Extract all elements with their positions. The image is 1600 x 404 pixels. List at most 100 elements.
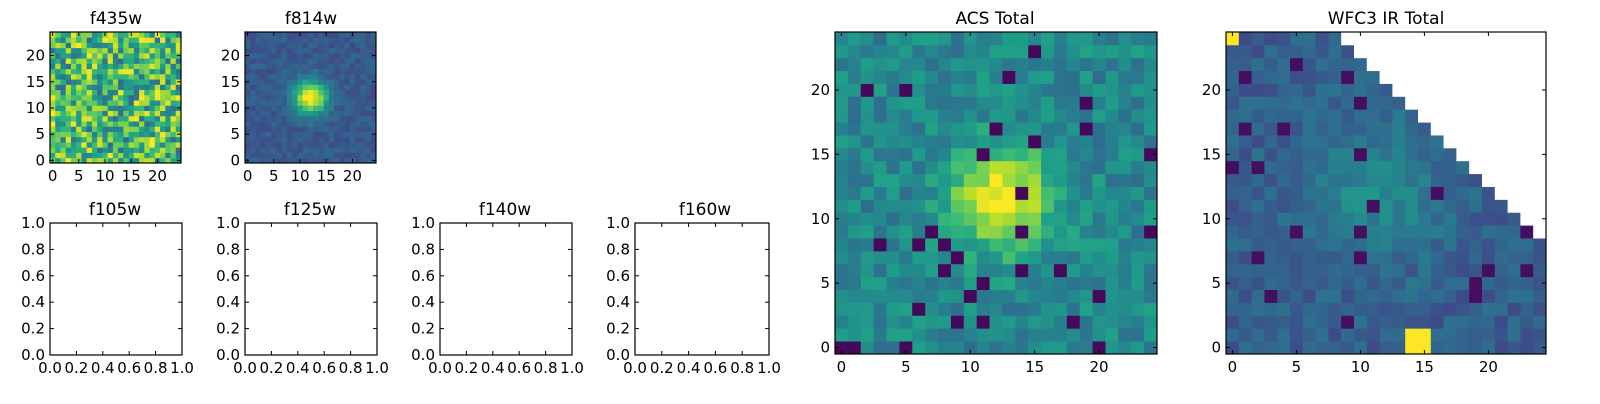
heatmap-cell	[1456, 225, 1470, 239]
heatmap-cell	[339, 94, 345, 101]
heatmap-cell	[118, 58, 124, 64]
heatmap-cell	[1430, 44, 1444, 59]
heatmap-cell	[1251, 328, 1265, 342]
heatmap-cell	[313, 37, 319, 43]
heatmap-cell	[328, 136, 335, 143]
heatmap-cell	[899, 96, 913, 110]
heatmap-cell	[963, 109, 978, 123]
heatmap-cell	[302, 157, 309, 164]
heatmap-cell	[1494, 302, 1508, 316]
heatmap-cell	[81, 47, 88, 54]
heatmap-cell	[1328, 57, 1342, 72]
heatmap-cell	[50, 84, 56, 91]
heatmap-cell	[50, 147, 56, 153]
heatmap-cell	[123, 73, 129, 80]
heatmap-cell	[76, 147, 82, 153]
heatmap-cell	[925, 70, 939, 84]
heatmap-cell	[65, 126, 72, 132]
heatmap-cell	[276, 68, 283, 75]
heatmap-cell	[1028, 328, 1042, 342]
heatmap-cell	[1430, 276, 1444, 290]
heatmap-cell	[1264, 289, 1278, 303]
heatmap-cell	[963, 276, 978, 290]
heatmap-cell	[81, 147, 88, 153]
heatmap-cell	[1315, 263, 1329, 278]
heatmap-cell	[102, 73, 109, 80]
heatmap-cell	[1507, 225, 1521, 239]
heatmap-cell	[1469, 160, 1483, 175]
heatmap-cell	[1328, 135, 1342, 149]
heatmap-cell	[334, 131, 340, 138]
heatmap-cell	[323, 115, 330, 122]
heatmap-cell	[128, 79, 135, 85]
heatmap-cell	[1118, 83, 1132, 97]
heatmap-cell	[899, 302, 913, 316]
heatmap-cell	[102, 37, 109, 43]
heatmap-cell	[313, 89, 319, 96]
heatmap-cell	[1015, 250, 1029, 265]
heatmap-cell	[1118, 199, 1132, 213]
heatmap-cell	[1328, 199, 1342, 213]
heatmap-cell	[154, 110, 161, 117]
heatmap-cell	[255, 131, 262, 138]
heatmap-cell	[255, 121, 262, 127]
heatmap-cell	[344, 84, 351, 91]
x-tick-label: 0.2	[454, 359, 478, 377]
heatmap-cell	[55, 115, 61, 122]
heatmap-cell	[360, 89, 366, 96]
heatmap-cell	[976, 289, 990, 303]
heatmap-cell	[55, 100, 61, 106]
heatmap-cell	[1405, 173, 1419, 187]
heatmap-cell	[112, 32, 119, 38]
heatmap-cell	[318, 37, 324, 43]
heatmap-cell	[318, 47, 324, 54]
heatmap-cell	[255, 73, 262, 80]
heatmap-cell	[112, 115, 119, 122]
heatmap-cell	[1354, 44, 1368, 59]
heatmap-cell	[245, 152, 251, 159]
heatmap-cell	[76, 42, 82, 49]
heatmap-cell	[989, 83, 1003, 97]
heatmap-cell	[1354, 70, 1368, 84]
heatmap-cell	[1341, 122, 1355, 136]
heatmap-cell	[1520, 302, 1534, 316]
heatmap-cell	[1443, 250, 1457, 265]
heatmap-cell	[1226, 83, 1240, 97]
heatmap-cell	[318, 121, 324, 127]
heatmap-cell	[1226, 199, 1240, 213]
heatmap-cell	[1144, 328, 1158, 342]
heatmap-cell	[128, 100, 135, 106]
heatmap-cell	[297, 79, 304, 85]
heatmap-cell	[1092, 70, 1106, 84]
heatmap-cell	[886, 57, 900, 72]
heatmap-cell	[102, 68, 109, 75]
heatmap-cell	[70, 42, 77, 49]
heatmap-cell	[1315, 212, 1329, 226]
heatmap-cell	[112, 63, 119, 70]
heatmap-cell	[1302, 199, 1316, 213]
heatmap-cell	[255, 157, 262, 164]
heatmap-cell	[1251, 341, 1265, 355]
heatmap-cell	[1226, 302, 1240, 316]
heatmap-cell	[950, 135, 965, 149]
heatmap-cell	[1105, 173, 1119, 187]
heatmap-cell	[133, 100, 140, 106]
heatmap-cell	[1341, 276, 1355, 290]
y-tick-label: 0.8	[21, 240, 45, 258]
heatmap-cell	[86, 131, 93, 138]
heatmap-cell	[175, 126, 182, 132]
heatmap-cell	[349, 58, 356, 64]
heatmap-cell	[139, 89, 145, 96]
heatmap-cell	[1533, 199, 1547, 213]
heatmap-cell	[323, 68, 330, 75]
heatmap-cell	[1002, 199, 1016, 213]
heatmap-cell	[97, 94, 103, 101]
heatmap-cell	[1341, 109, 1355, 123]
heatmap-cell	[963, 302, 978, 316]
heatmap-cell	[1028, 199, 1042, 213]
heatmap-cell	[1341, 186, 1355, 200]
heatmap-cell	[1092, 341, 1106, 355]
heatmap-cell	[76, 142, 82, 148]
heatmap-cell	[1066, 212, 1081, 226]
heatmap-cell	[1028, 315, 1042, 329]
